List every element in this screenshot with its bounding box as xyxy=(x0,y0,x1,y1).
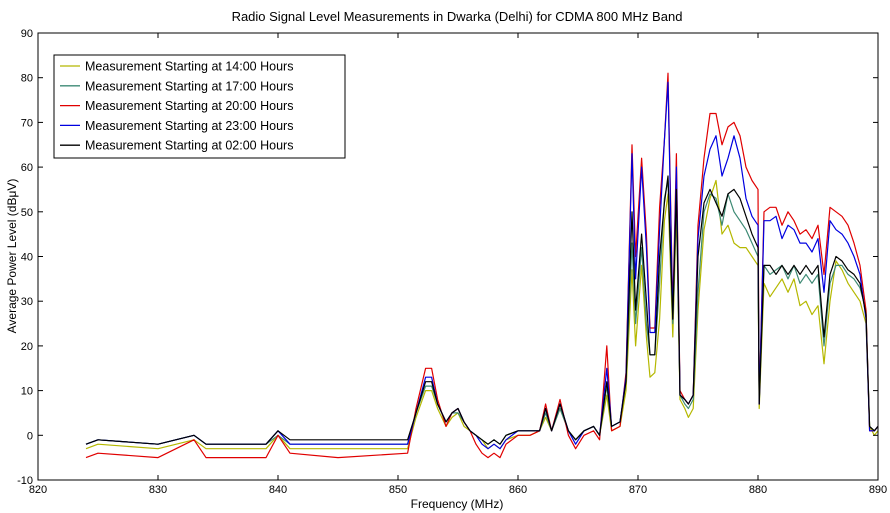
series-line-1 xyxy=(85,179,878,450)
y-tick-label: 20 xyxy=(21,341,33,353)
y-tick-label: 50 xyxy=(21,207,33,219)
y-tick-label: 40 xyxy=(21,252,33,264)
x-tick-label: 850 xyxy=(389,484,407,496)
y-tick-label: 60 xyxy=(21,162,33,174)
legend-entry: Measurement Starting at 14:00 Hours xyxy=(85,60,293,74)
x-tick-label: 860 xyxy=(509,484,527,496)
legend-entry: Measurement Starting at 02:00 Hours xyxy=(85,139,293,153)
legend-box xyxy=(53,54,346,159)
x-tick-label: 880 xyxy=(749,484,767,496)
y-tick-label: 30 xyxy=(21,296,33,308)
series-line-5 xyxy=(85,175,878,445)
chart-title: Radio Signal Level Measurements in Dwark… xyxy=(232,9,683,24)
y-tick-label: 80 xyxy=(21,73,33,85)
legend: Measurement Starting at 14:00 Hours Measu… xyxy=(53,54,346,159)
x-tick-label: 870 xyxy=(629,484,647,496)
y-axis: -10 0 10 20 30 40 50 60 70 80 90 xyxy=(17,28,878,487)
x-axis: 820 830 840 850 860 870 880 890 xyxy=(29,33,887,496)
y-tick-label: 70 xyxy=(21,117,33,129)
y-tick-label: 10 xyxy=(21,386,33,398)
x-tick-label: 840 xyxy=(269,484,287,496)
x-tick-label: 890 xyxy=(869,484,887,496)
y-tick-label: 0 xyxy=(27,430,33,442)
y-axis-label: Average Power Level (dBμV) xyxy=(5,179,19,334)
legend-entry: Measurement Starting at 23:00 Hours xyxy=(85,119,293,133)
x-tick-label: 830 xyxy=(149,484,167,496)
series-layer xyxy=(85,72,878,459)
legend-entry: Measurement Starting at 20:00 Hours xyxy=(85,99,293,113)
y-tick-label: 90 xyxy=(21,28,33,40)
legend-entry: Measurement Starting at 17:00 Hours xyxy=(85,79,293,93)
y-tick-label: -10 xyxy=(17,475,33,487)
x-axis-label: Frequency (MHz) xyxy=(411,497,504,511)
x-tick-label: 820 xyxy=(29,484,47,496)
